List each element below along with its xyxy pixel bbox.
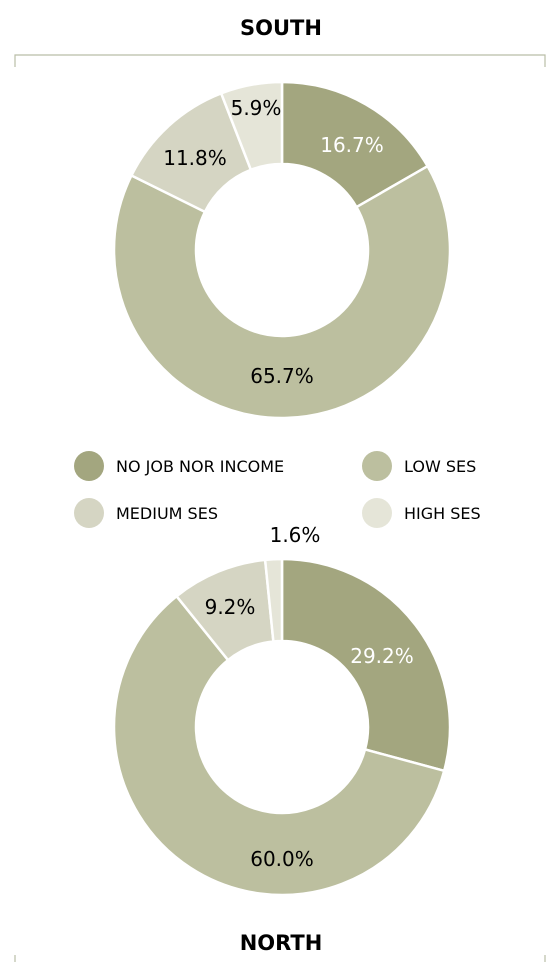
donut-south [112,80,452,420]
legend: NO JOB NOR INCOME LOW SES MEDIUM SES HIG… [74,451,481,528]
label-south-no-job: 16.7% [320,133,384,157]
slice-north-high-ses [263,557,284,643]
label-north-medium-ses: 9.2% [205,595,256,619]
slice-north-low-ses [112,594,446,897]
chart-title-north: NORTH [240,931,323,955]
legend-swatch-high-ses [362,498,392,528]
chart-title-south: SOUTH [240,16,322,40]
legend-swatch-low-ses [362,451,392,481]
label-north-no-job: 29.2% [350,644,414,668]
legend-swatch-medium-ses [74,498,104,528]
legend-label-medium-ses: MEDIUM SES [116,504,218,523]
label-north-high-ses: 1.6% [270,523,321,547]
label-south-medium-ses: 11.8% [163,146,227,170]
label-north-low-ses: 60.0% [250,847,314,871]
donut-north [112,557,452,897]
label-south-low-ses: 65.7% [250,364,314,388]
slice-north-no-job [280,557,452,773]
slice-south-high-ses [219,80,284,172]
legend-label-low-ses: LOW SES [404,457,476,476]
label-south-high-ses: 5.9% [231,96,282,120]
legend-swatch-no-job [74,451,104,481]
slice-south-low-ses [112,164,452,420]
slice-south-no-job [280,80,430,209]
legend-label-no-job: NO JOB NOR INCOME [116,457,284,476]
top-frame-line [14,54,546,67]
legend-label-high-ses: HIGH SES [404,504,481,523]
